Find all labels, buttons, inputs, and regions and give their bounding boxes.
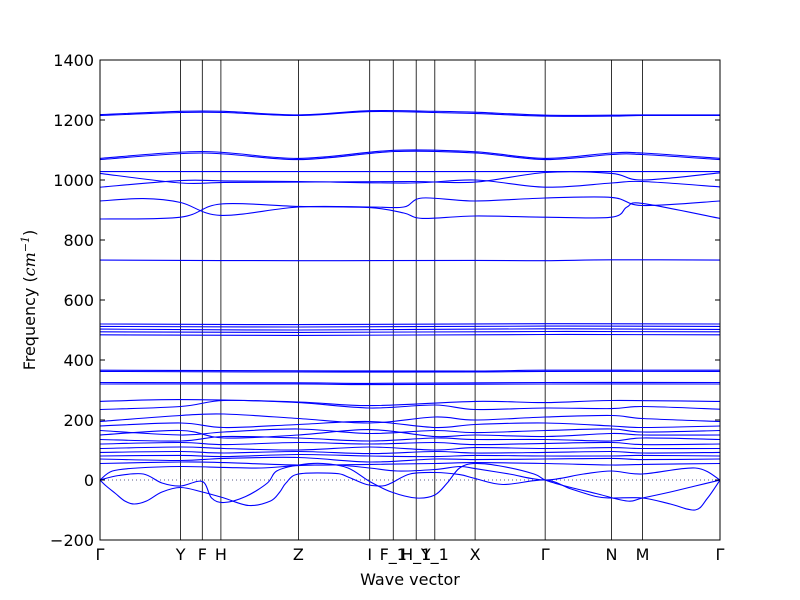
- x-tick-label: N: [606, 545, 618, 564]
- band-line: [100, 446, 720, 451]
- band-line: [100, 453, 720, 458]
- band-line: [100, 413, 720, 424]
- band-line: [100, 441, 720, 446]
- x-axis-label: Wave vector: [360, 570, 460, 589]
- band-line: [100, 196, 720, 216]
- band-line: [100, 462, 720, 504]
- y-tick-label: 1400: [53, 51, 94, 70]
- band-line: [100, 149, 720, 159]
- band-line: [100, 464, 720, 481]
- band-line: [100, 428, 720, 436]
- y-axis-label: Frequency (cm−1): [19, 230, 39, 371]
- band-line: [100, 369, 720, 372]
- band-line: [100, 461, 720, 466]
- x-tick-label: Z: [293, 545, 304, 564]
- band-line: [100, 471, 720, 511]
- x-tick-label: Y: [175, 545, 186, 564]
- band-line: [100, 450, 720, 455]
- band-line: [100, 399, 720, 411]
- band-line: [100, 325, 720, 328]
- x-tick-label: X: [470, 545, 481, 564]
- x-axis-ticks: Γ Y F H Z I F_1H_1Y_1 X Γ N M Γ: [96, 545, 725, 565]
- plot-background: [100, 60, 720, 540]
- band-line: [100, 381, 720, 384]
- band-line: [100, 328, 720, 331]
- band-line: [100, 109, 720, 116]
- y-tick-label: 400: [63, 351, 94, 370]
- x-tick-label: I: [367, 545, 372, 564]
- y-axis-ticks: −200 0 200 400 600 800 1000 1200 1400: [50, 51, 720, 550]
- band-line: [100, 370, 720, 373]
- band-line: [100, 429, 720, 439]
- x-tick-label: H: [215, 545, 227, 564]
- y-tick-label: 200: [63, 411, 94, 430]
- x-tick-label: M: [636, 545, 650, 564]
- x-tick-label: Γ: [541, 545, 550, 564]
- band-line: [100, 323, 720, 326]
- y-tick-label: 0: [84, 471, 94, 490]
- band-line: [100, 330, 720, 333]
- y-tick-label: 1200: [53, 111, 94, 130]
- y-tick-label: 1000: [53, 171, 94, 190]
- band-line: [100, 435, 720, 442]
- band-line: [100, 420, 720, 429]
- band-line: [100, 383, 720, 386]
- x-tick-label: Γ: [716, 545, 725, 564]
- x-tick-label: Γ: [96, 545, 105, 564]
- y-tick-label: 600: [63, 291, 94, 310]
- y-tick-label: −200: [50, 531, 94, 550]
- phonon-bands: [100, 109, 720, 511]
- band-line: [100, 399, 720, 407]
- y-tick-label: 800: [63, 231, 94, 250]
- x-tick-label: F: [198, 545, 207, 564]
- band-line: [100, 150, 720, 161]
- band-line: [100, 179, 720, 188]
- x-tick-label: Y_1: [420, 545, 449, 565]
- band-line: [100, 259, 720, 262]
- x-tick-label: F_1: [380, 545, 407, 565]
- band-line: [100, 456, 720, 463]
- x-tick-label: H_1: [401, 545, 431, 565]
- band-line: [100, 202, 720, 220]
- band-line: [100, 110, 720, 117]
- band-line: [100, 333, 720, 336]
